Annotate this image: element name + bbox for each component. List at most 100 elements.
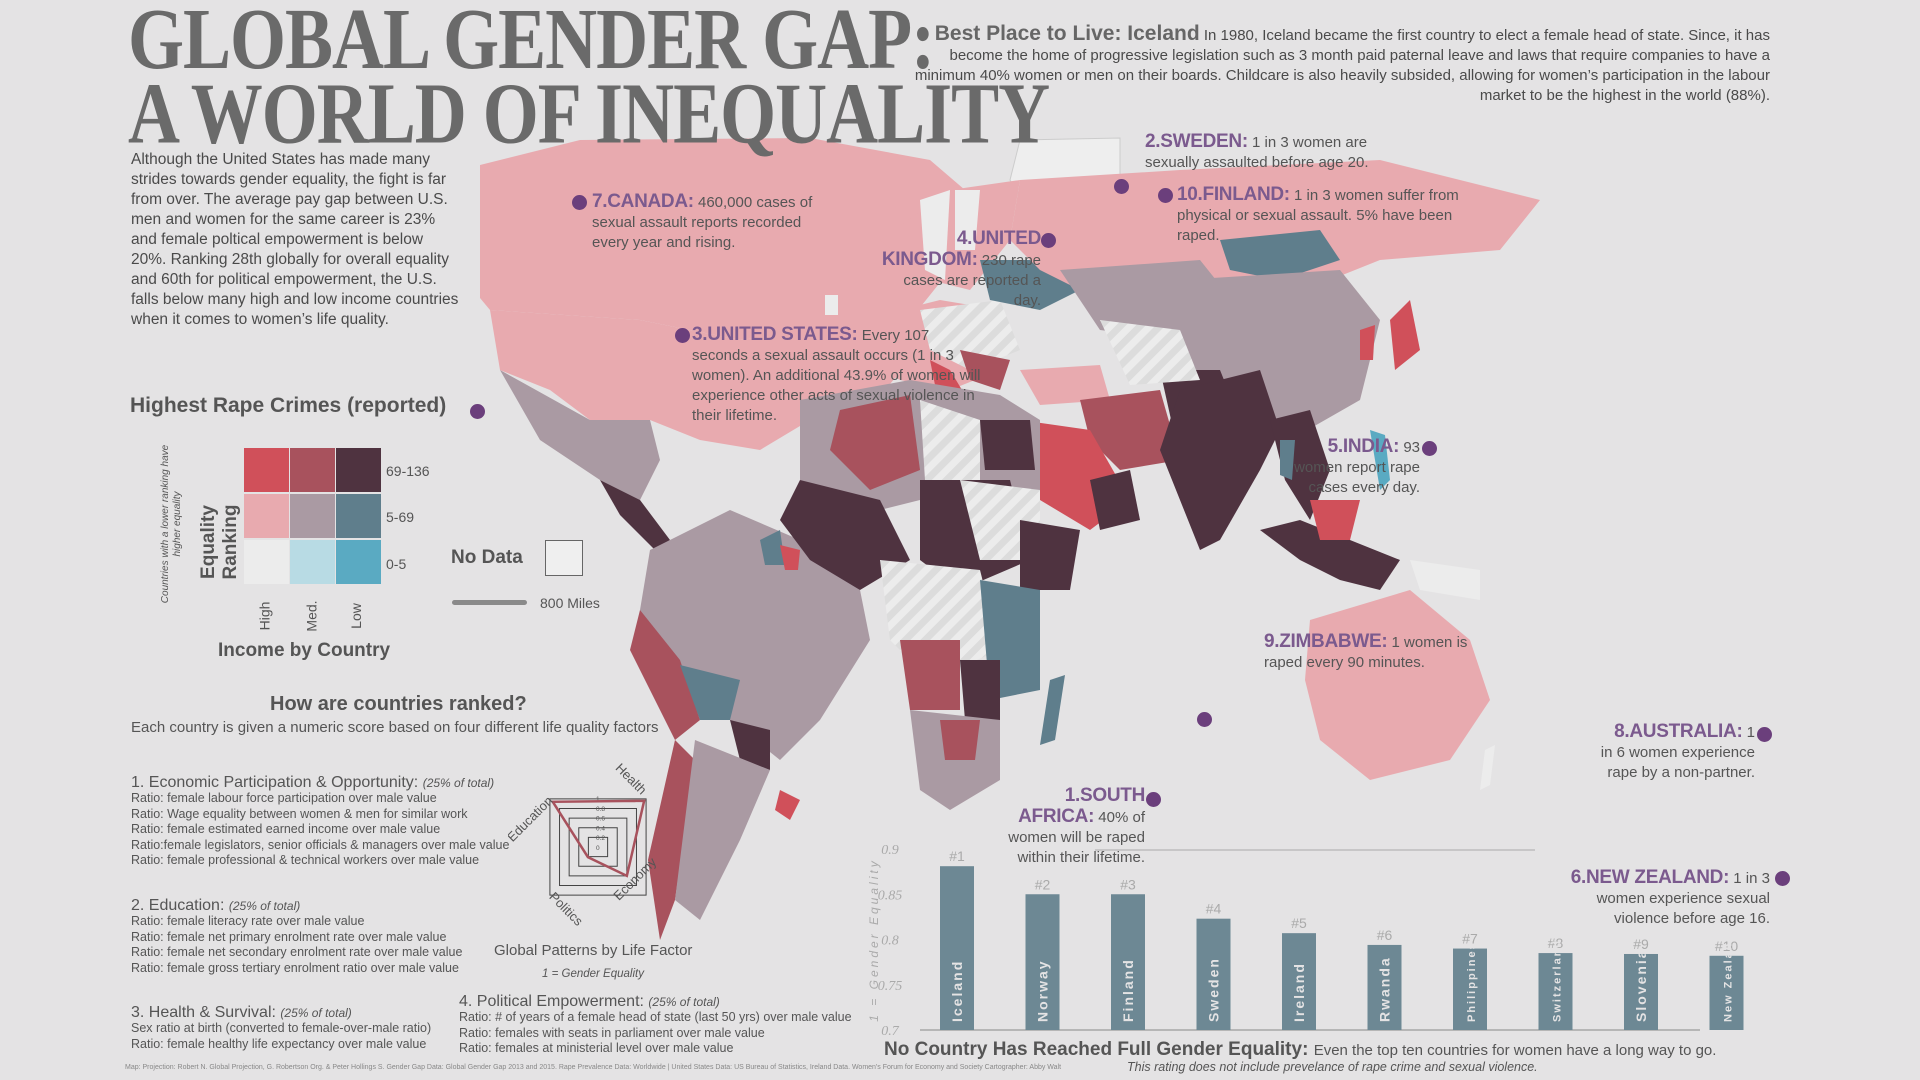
callout-uk-name: 4.UNITED KINGDOM: <box>881 228 1041 270</box>
bar-country-label: Rwanda <box>1377 956 1393 1022</box>
factor-4-share: (25% of total) <box>648 995 720 1009</box>
intro-paragraph: Although the United States has made many… <box>131 151 459 328</box>
legend-swatch-3-1 <box>244 540 289 584</box>
legend-y-note: Countries with a lower ranking have high… <box>160 444 183 604</box>
bar-rank-label: #9 <box>1633 936 1649 952</box>
paraguay <box>730 720 770 770</box>
callout-canada: 7.CANADA: 460,000 cases of sexual assaul… <box>592 192 832 253</box>
callout-india-text: 93 women report rape cases every day. <box>1294 439 1420 496</box>
factor-1-share: (25% of total) <box>422 776 495 790</box>
guiana <box>760 530 785 565</box>
radar-axis-label-economy: Economy <box>610 854 659 903</box>
west-africa <box>780 480 910 590</box>
bar-country-label: Norway <box>1035 959 1051 1022</box>
callout-usa-text: Every 107 seconds a sexual assault occur… <box>692 327 981 424</box>
legend-swatch-1-1 <box>244 448 289 492</box>
madagascar <box>1040 675 1065 745</box>
uruguay <box>775 790 800 820</box>
radar-axis-label-health: Health <box>613 762 650 797</box>
iceland-heading: Best Place to Live: Iceland <box>934 22 1200 45</box>
radar-tick: 0.2 <box>596 835 605 842</box>
chart-y-tick: 0.9 <box>881 843 899 858</box>
indonesia <box>1260 520 1400 590</box>
australia <box>1305 590 1490 780</box>
bar-rank-label: #4 <box>1206 901 1222 917</box>
peru <box>630 610 700 740</box>
bar-iceland <box>940 866 974 1030</box>
radar-ring-5 <box>549 798 647 896</box>
radar-ring-4 <box>559 808 637 886</box>
iran <box>1080 390 1180 470</box>
bar-country-label: New Zealand <box>1723 933 1735 1022</box>
legend-marker <box>470 404 485 419</box>
sweden <box>920 190 950 280</box>
callout-zimbabwe-name: 9.ZIMBABWE: <box>1264 631 1388 652</box>
callout-australia: 8.AUSTRALIA: 1 in 6 women experience rap… <box>1600 722 1755 783</box>
ethiopia <box>1020 520 1080 590</box>
factor-political: 4. Political Empowerment: (25% of total)… <box>459 994 859 1057</box>
australia-marker <box>1757 727 1772 742</box>
uk-marker <box>1041 233 1056 248</box>
mongolia <box>1220 230 1340 280</box>
radar-value-shape <box>550 799 646 878</box>
factor-2-ratio-2: Ratio: female net primary enrolment rate… <box>131 929 447 944</box>
legend-x-axis: Income by Country <box>218 640 391 661</box>
southeast-asia <box>1270 410 1330 520</box>
legend-y-note-wrap: Countries with a lower ranking have high… <box>160 442 183 612</box>
bar-country-label: Iceland <box>949 960 965 1022</box>
factor-3-ratio-2: Ratio: female healthy life expectancy ov… <box>131 1036 427 1051</box>
south-africa-marker <box>1146 792 1161 807</box>
yemen-oman <box>1090 470 1140 530</box>
legend-swatch-2-3 <box>336 494 381 538</box>
callout-canada-name: 7.CANADA: <box>592 191 694 212</box>
bar-country-label: Switzerland <box>1552 939 1564 1022</box>
factor-2-share: (25% of total) <box>228 899 301 913</box>
central-america <box>600 480 670 550</box>
bar-switzerland <box>1538 953 1573 1030</box>
title-line-1: GLOBAL GENDER GAP: <box>128 0 935 88</box>
callout-sweden-name: 2.SWEDEN: <box>1145 131 1248 152</box>
callout-usa: 3.UNITED STATES: Every 107 seconds a sex… <box>692 325 982 426</box>
suriname <box>780 545 800 570</box>
radar-ring-2 <box>578 827 618 867</box>
korea <box>1360 325 1375 360</box>
new-zealand <box>1480 745 1495 790</box>
central-asia-stripes <box>1100 320 1200 385</box>
ranking-heading: How are countries ranked? <box>270 693 527 715</box>
india <box>1160 370 1280 550</box>
philippines <box>1370 430 1390 490</box>
sources: Map: Projection: Robert N. Global Projec… <box>125 1064 1062 1071</box>
iceland-note: Best Place to Live: Iceland In 1980, Ice… <box>910 22 1770 106</box>
bar-new-zealand <box>1709 955 1744 1030</box>
india-marker <box>1422 441 1437 456</box>
bar-country-label: Sweden <box>1206 957 1222 1022</box>
radar-tick: 0.8 <box>596 806 605 813</box>
radar-title: Global Patterns by Life Factor <box>494 942 693 959</box>
no-data-swatch <box>545 540 583 576</box>
callout-uk: 4.UNITED KINGDOM: 230 rape cases are rep… <box>876 229 1041 311</box>
bar-country-label: Philippines <box>1466 941 1478 1022</box>
bar-rank-label: #8 <box>1548 935 1564 951</box>
bar-finland <box>1111 894 1145 1030</box>
callout-india: 5.INDIA: 93 women report rape cases ever… <box>1292 437 1420 498</box>
algeria <box>830 395 920 490</box>
bar-country-label: Finland <box>1120 958 1136 1022</box>
factor-4-title: 4. Political Empowerment: <box>459 993 644 1010</box>
usa-marker <box>675 328 690 343</box>
bar-rank-label: #6 <box>1377 927 1393 943</box>
bar-rank-label: #10 <box>1715 938 1739 954</box>
bar-rank-label: #2 <box>1035 876 1051 892</box>
legend-swatch-2-1 <box>244 494 289 538</box>
callout-finland: 10.FINLAND: 1 in 3 women suffer from phy… <box>1177 185 1467 246</box>
zimbabwe-region <box>960 660 1000 720</box>
page-title: GLOBAL GENDER GAP: A WORLD OF INEQUALITY <box>128 0 1050 157</box>
thailand <box>1280 440 1295 480</box>
legend-col-label-3: Low <box>347 603 364 629</box>
argentina <box>675 740 770 920</box>
bar-rank-label: #3 <box>1120 876 1136 892</box>
chile <box>648 740 695 940</box>
ranking-subheading: Each country is given a numeric score ba… <box>131 719 659 736</box>
bar-slovenia <box>1624 953 1658 1030</box>
callout-new-zealand: 6.NEW ZEALAND: 1 in 3 women experience s… <box>1555 868 1770 929</box>
callout-india-name: 5.INDIA: <box>1327 436 1400 457</box>
